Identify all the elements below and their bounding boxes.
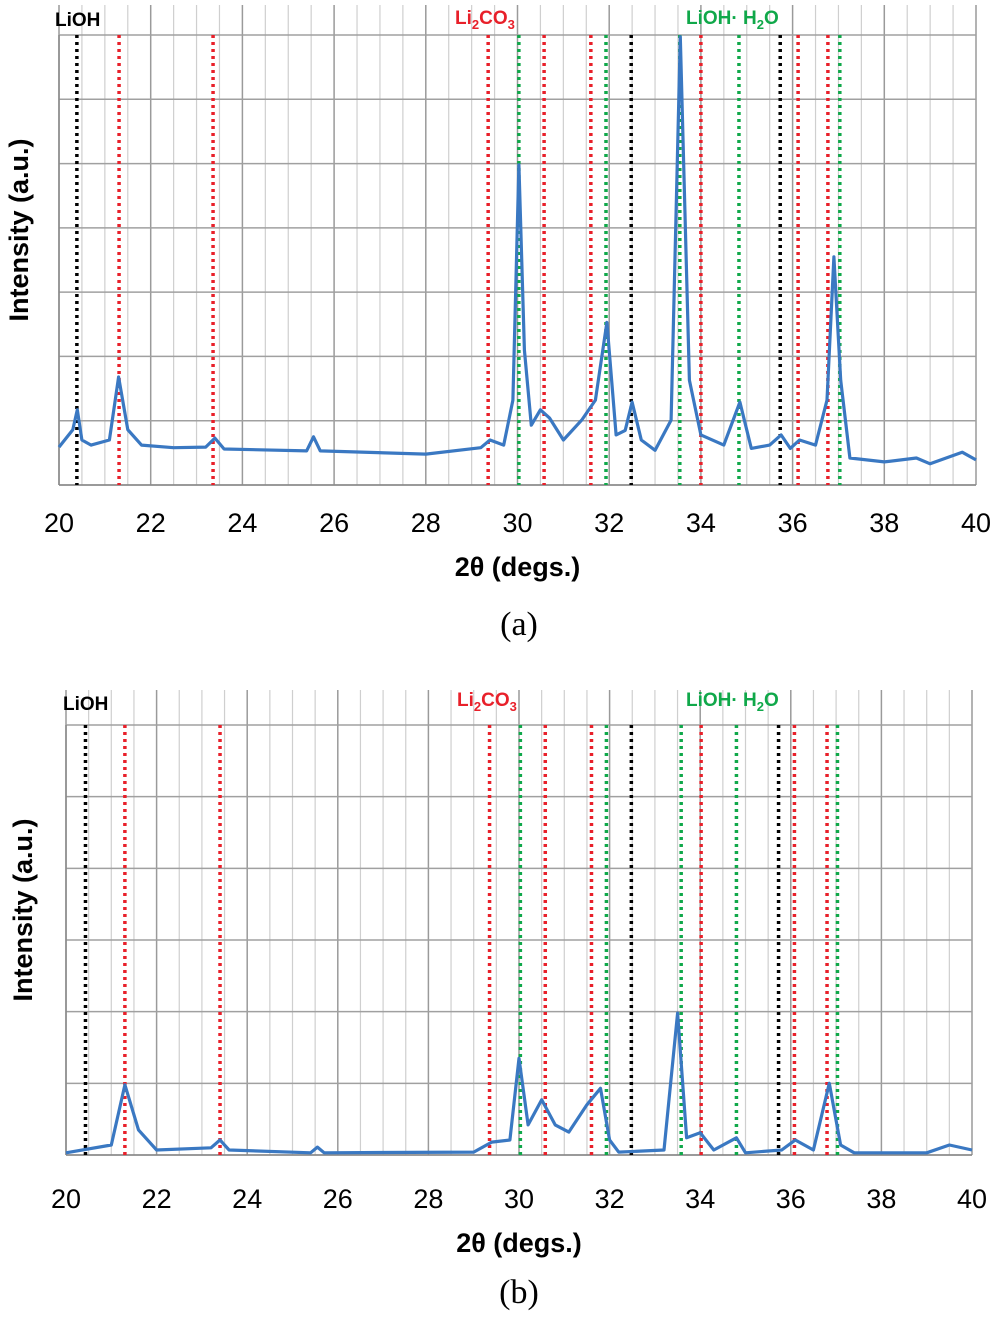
y-axis-label: Intensity (a.u.)	[4, 138, 34, 321]
legend-lioh-b: LiOH	[63, 694, 109, 715]
x-axis-label: 2θ (degs.)	[455, 552, 581, 582]
x-tick-label: 20	[51, 1184, 81, 1214]
x-tick-label: 34	[686, 508, 716, 538]
legend-text: O	[763, 8, 779, 29]
x-tick-label: 26	[319, 508, 349, 538]
xrd-pattern-line	[65, 1011, 973, 1155]
x-tick-label: 28	[413, 1184, 443, 1214]
x-tick-label: 30	[504, 1184, 534, 1214]
caption-b: (b)	[499, 1274, 539, 1311]
x-tick-label: 36	[778, 508, 808, 538]
x-tick-label: 24	[227, 508, 257, 538]
legend-li2co3-b: Li2CO3	[457, 690, 517, 714]
legend-text: Li	[457, 690, 474, 711]
x-tick-label: 38	[869, 508, 899, 538]
legend-sub: 3	[509, 698, 517, 714]
x-tick-label: 40	[957, 1184, 987, 1214]
x-tick-label: 30	[502, 508, 532, 538]
legend-lioh-h2o-a: LiOH· H2O	[686, 8, 779, 32]
x-tick-label: 20	[44, 508, 74, 538]
legend-text: LiOH· H	[686, 8, 757, 29]
x-tick-label: 32	[595, 1184, 625, 1214]
x-tick-label: 32	[594, 508, 624, 538]
xrd-pattern-line	[57, 35, 977, 466]
x-axis-label: 2θ (degs.)	[456, 1228, 582, 1258]
legend-li2co3-a: Li2CO3	[455, 8, 515, 32]
legend-text: CO	[481, 690, 510, 711]
x-tick-label: 26	[323, 1184, 353, 1214]
x-tick-label: 40	[961, 508, 991, 538]
legend-text: O	[763, 690, 779, 711]
x-tick-label: 22	[142, 1184, 172, 1214]
y-axis-label: Intensity (a.u.)	[8, 818, 38, 1001]
legend-sub: 2	[473, 698, 482, 714]
legend-sub: 2	[756, 698, 764, 714]
x-tick-label: 22	[136, 508, 166, 538]
legend-sub: 3	[507, 16, 515, 32]
legend-sub: 2	[471, 16, 480, 32]
legend-lioh-h2o-b: LiOH· H2O	[686, 690, 779, 714]
legend-text: LiOH· H	[686, 690, 757, 711]
x-tick-label: 36	[776, 1184, 806, 1214]
x-tick-label: 34	[685, 1184, 715, 1214]
legend-sub: 2	[756, 16, 764, 32]
legend-lioh-a: LiOH	[55, 10, 101, 31]
x-tick-label: 24	[232, 1184, 262, 1214]
legend-text: Li	[455, 8, 472, 29]
legend-text: CO	[479, 8, 508, 29]
caption-a: (a)	[500, 606, 538, 643]
x-tick-label: 38	[866, 1184, 896, 1214]
x-tick-label: 28	[411, 508, 441, 538]
